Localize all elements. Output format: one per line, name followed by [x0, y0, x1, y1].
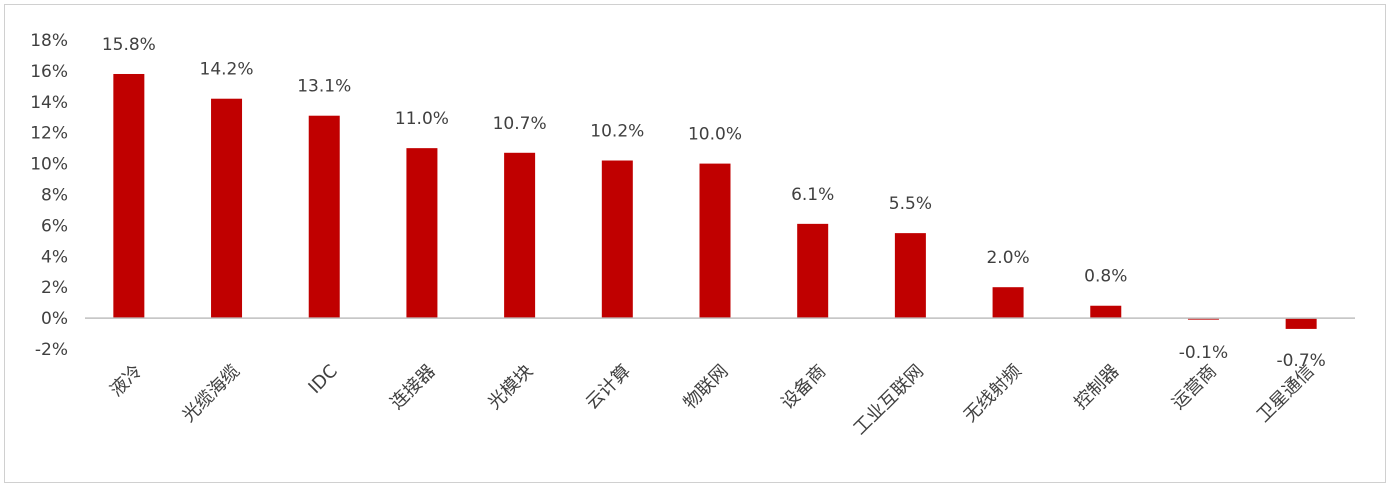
category-label: 连接器: [386, 361, 439, 414]
y-tick-label: 16%: [30, 62, 68, 82]
bar: [1090, 305, 1122, 319]
bar: [113, 73, 145, 319]
data-label: 6.1%: [791, 185, 834, 205]
bars: [113, 73, 1317, 329]
bar: [1285, 318, 1317, 329]
data-label: -0.7%: [1276, 351, 1325, 371]
category-label: 无线射频: [960, 361, 1026, 427]
category-label: 光模块: [484, 361, 537, 414]
bar: [406, 148, 438, 319]
bar: [211, 98, 243, 319]
data-label: 0.8%: [1084, 267, 1127, 287]
y-tick-label: 2%: [41, 278, 68, 298]
bar: [504, 152, 536, 319]
category-label: 光缆海缆: [178, 361, 244, 427]
y-tick-label: 18%: [30, 31, 68, 51]
category-label: 工业互联网: [849, 361, 927, 439]
y-tick-label: 0%: [41, 309, 68, 329]
category-label: 液冷: [106, 361, 146, 401]
bar: [601, 160, 633, 319]
category-label: 物联网: [680, 361, 733, 414]
bar: [894, 233, 926, 319]
data-label: 10.0%: [688, 125, 742, 145]
data-label: 15.8%: [102, 35, 156, 55]
data-labels: 15.8% 14.2% 13.1% 11.0% 10.7% 10.2% 10.0% 6.1% 5…: [102, 35, 1326, 371]
bar: [1187, 318, 1219, 320]
category-label: 运营商: [1168, 361, 1221, 414]
data-label: 14.2%: [200, 60, 254, 80]
x-axis: 液冷 光缆海缆 IDC 连接器 光模块 云计算 物联网 设备商 工业互联网 无线射频 控制器 运营商卫…: [106, 361, 1319, 439]
y-tick-label: 8%: [41, 186, 68, 206]
bar: [797, 223, 829, 319]
data-label: 13.1%: [297, 77, 351, 97]
data-label: 5.5%: [889, 194, 932, 214]
data-label: 2.0%: [986, 248, 1029, 268]
y-tick-label: 6%: [41, 216, 68, 236]
y-tick-label: 14%: [30, 93, 68, 113]
bar: [992, 287, 1024, 319]
category-label: 控制器: [1070, 361, 1123, 414]
bar: [699, 163, 731, 319]
y-tick-label: 10%: [30, 155, 68, 175]
bar: [308, 115, 340, 319]
y-tick-label: 12%: [30, 124, 68, 144]
data-label: 11.0%: [395, 109, 449, 129]
data-label: 10.2%: [590, 122, 644, 142]
y-tick-label: -2%: [35, 340, 68, 360]
y-axis: 18% 16% 14% 12% 10% 8% 6% 4% 2% 0% -2%: [30, 31, 68, 360]
category-label: IDC: [304, 361, 341, 398]
y-tick-label: 4%: [41, 247, 68, 267]
category-label: 云计算: [582, 361, 635, 414]
data-label: 10.7%: [493, 114, 547, 134]
data-label: -0.1%: [1179, 343, 1228, 363]
category-label: 设备商: [777, 361, 830, 414]
